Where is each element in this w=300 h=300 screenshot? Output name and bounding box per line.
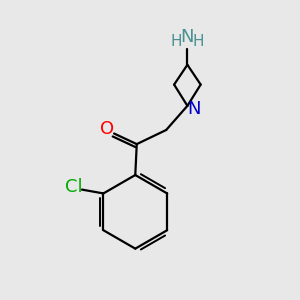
Text: Cl: Cl [65, 178, 83, 196]
Text: O: O [100, 119, 114, 137]
Text: N: N [181, 28, 194, 46]
Text: N: N [187, 100, 201, 118]
Text: H: H [193, 34, 204, 49]
Text: H: H [170, 34, 182, 49]
